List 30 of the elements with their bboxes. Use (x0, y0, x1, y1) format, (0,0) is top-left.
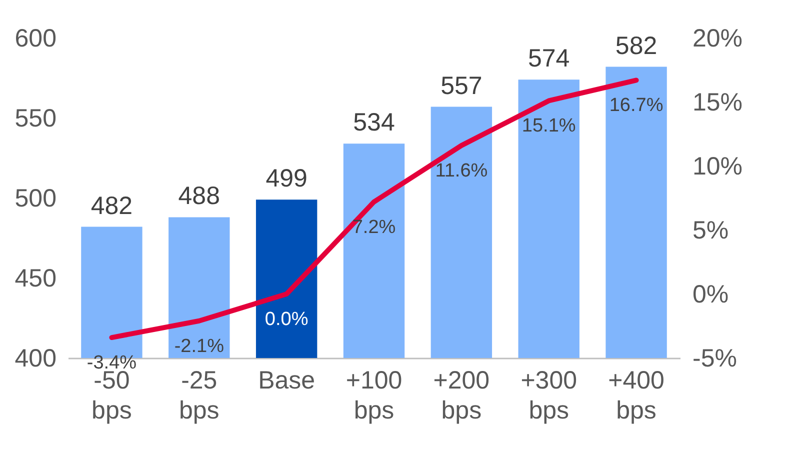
y2-tick-label: 10% (692, 152, 743, 180)
y2-tick-label: 0% (692, 280, 729, 308)
data-label: 482 (90, 192, 133, 220)
x-tick-label: +300 bps (520, 366, 578, 424)
data-label: 574 (528, 44, 570, 73)
x-tick-label: +400 bps (608, 366, 664, 424)
data-label: 557 (440, 72, 482, 100)
y2-tick-label: 5% (692, 216, 729, 244)
data-label: 15.1% (522, 116, 576, 137)
y-tick-label: 450 (14, 264, 56, 292)
y-tick-label: 400 (14, 344, 56, 372)
data-label: 7.2% (352, 216, 396, 238)
data-label: 0.0% (264, 309, 308, 330)
data-label: 534 (353, 108, 395, 137)
y2-tick-label: 15% (692, 88, 743, 116)
y2-tick-label: -5% (692, 344, 737, 372)
data-label: 16.7% (609, 95, 664, 116)
y-tick-label: 500 (14, 184, 56, 212)
y2-tick-label: 20% (692, 24, 743, 52)
x-tick-label: +200 bps (433, 366, 490, 424)
x-tick-label: +100 bps (346, 366, 402, 424)
data-label: 582 (615, 32, 658, 60)
x-tick-label: Base (258, 366, 316, 394)
data-label: 499 (266, 164, 308, 193)
data-label: 11.6% (435, 160, 488, 182)
y-tick-label: 550 (14, 104, 56, 132)
data-label: 488 (178, 182, 220, 210)
data-label: -2.1% (174, 336, 224, 357)
x-tick-label: -25 bps (178, 366, 220, 424)
y-tick-label: 600 (14, 24, 56, 52)
